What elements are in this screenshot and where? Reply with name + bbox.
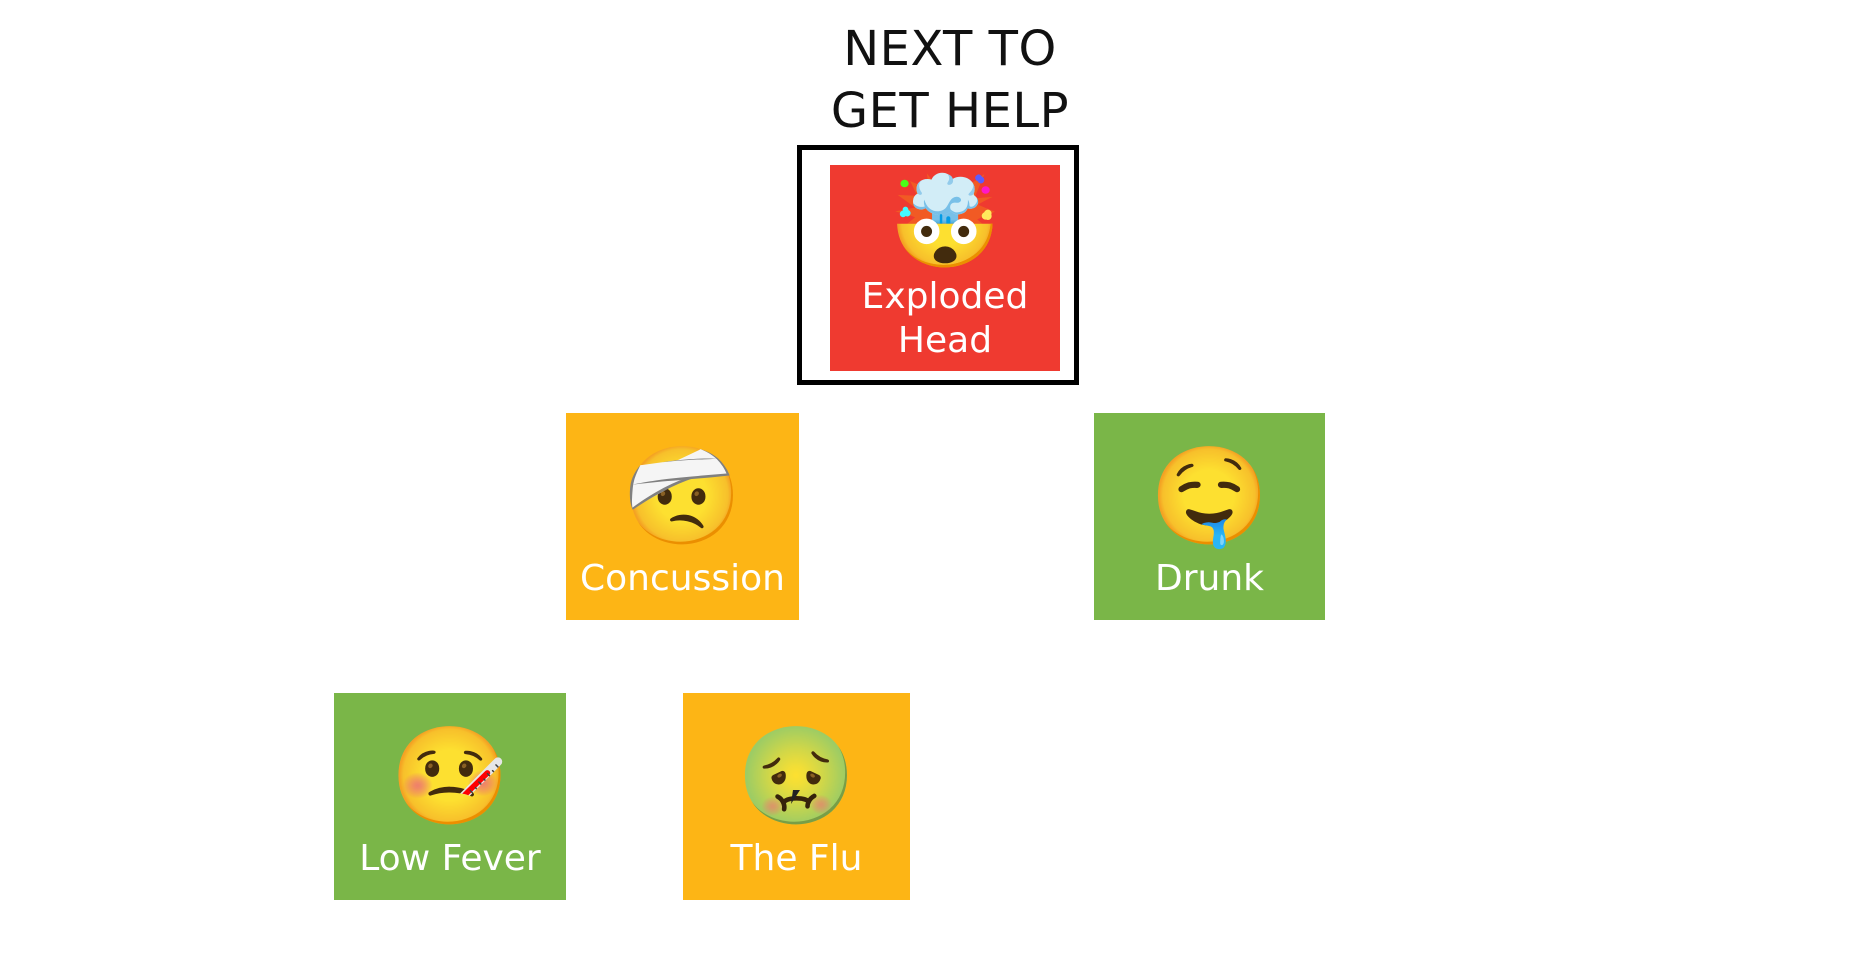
card-exploded-head[interactable]: 🤯 Exploded Head (830, 165, 1060, 371)
card-the-flu[interactable]: 🤢 The Flu (683, 693, 910, 900)
card-label: Exploded Head (852, 275, 1039, 363)
drooling-face-icon: 🤤 (1149, 440, 1270, 552)
card-label: Low Fever (359, 838, 541, 879)
bandaged-face-icon: 🤕 (622, 440, 743, 552)
card-label: Concussion (580, 558, 785, 599)
heading-line-1: NEXT TO (843, 21, 1057, 77)
card-drunk[interactable]: 🤤 Drunk (1094, 413, 1325, 620)
highlight-frame (797, 145, 1079, 385)
card-label: Drunk (1154, 558, 1264, 599)
card-label: The Flu (730, 838, 863, 879)
next-to-get-help-heading: NEXT TO GET HELP (720, 18, 1180, 142)
card-low-fever[interactable]: 🤒 Low Fever (334, 693, 566, 900)
exploding-head-icon: 🤯 (888, 170, 1002, 275)
card-label-line-1: Exploded (861, 276, 1029, 317)
card-label-line-2: Head (897, 320, 993, 361)
heading-line-2: GET HELP (830, 83, 1070, 139)
card-concussion[interactable]: 🤕 Concussion (566, 413, 799, 620)
thermometer-face-icon: 🤒 (390, 720, 510, 832)
nauseated-face-icon: 🤢 (736, 720, 857, 832)
